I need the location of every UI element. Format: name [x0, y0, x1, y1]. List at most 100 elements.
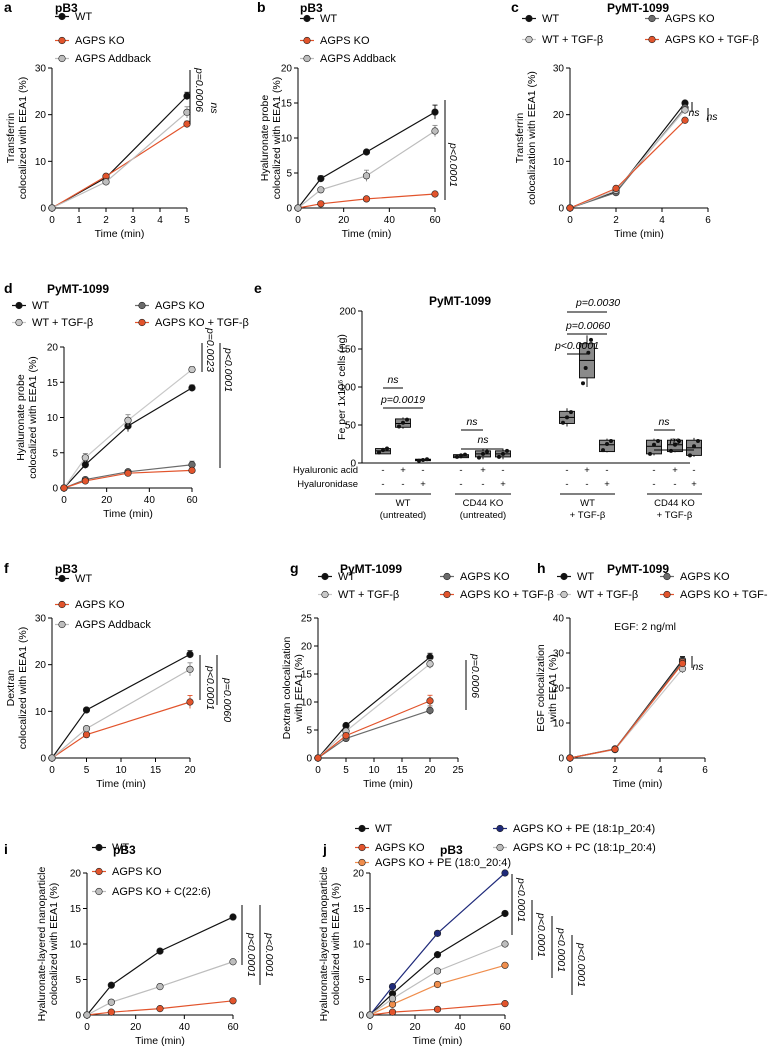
significance-annotation: p<0.0001 [535, 912, 547, 957]
panel-title: PyMT-1099 [429, 294, 491, 308]
series-line [369, 964, 506, 1016]
y-axis-label: colocalized with EEA1 (%) [17, 627, 29, 750]
data-point [362, 195, 371, 203]
legend-marker [303, 54, 311, 63]
x-tick-label: 10 [368, 765, 380, 776]
data-point [426, 706, 434, 715]
row-label: Hyaluronic acid [293, 465, 358, 476]
box-point [581, 381, 585, 386]
panel-c: c PyMT-1099 0 2 4 6 0 10 20 30 Time (min) Transferr… [511, 0, 759, 240]
significance-annotation: ns [692, 661, 704, 673]
data-point [314, 754, 322, 762]
y-tick-label: 10 [35, 707, 47, 718]
data-point [183, 92, 191, 100]
row-sign: + [604, 479, 610, 490]
x-tick-label: 0 [567, 765, 573, 776]
box-point [405, 417, 409, 422]
panel-title: pB3 [55, 562, 78, 576]
legend-marker [58, 12, 66, 21]
data-point [229, 958, 237, 966]
box-point [417, 458, 421, 463]
x-tick-label: 1 [76, 215, 82, 226]
row-sign: + [400, 465, 406, 476]
legend-entry: AGPS KO [375, 842, 425, 854]
data-point [107, 998, 115, 1006]
legend-entry: WT + TGF-β [338, 589, 399, 601]
box-point [381, 448, 385, 453]
row-sign: - [421, 465, 424, 476]
data-point [388, 982, 397, 991]
legend-marker [321, 590, 329, 599]
series-line [297, 193, 436, 209]
box-point [421, 457, 425, 462]
significance-annotation: ns [688, 107, 700, 119]
data-point [188, 365, 196, 374]
y-tick-label: 20 [553, 684, 565, 695]
x-tick-label: 4 [657, 765, 663, 776]
series-line [569, 663, 683, 759]
legend-marker [321, 572, 329, 581]
significance-annotation: p=0.0006 [193, 67, 205, 112]
series-line [369, 943, 506, 1016]
legend-entry: AGPS KO + TGF-β [460, 589, 554, 601]
box-point [485, 449, 489, 454]
y-tick-label: 0 [286, 204, 292, 215]
box-point [501, 451, 505, 456]
row-sign: - [459, 479, 462, 490]
legend-entry: AGPS KO + PE (18:1p_20:4) [513, 823, 655, 835]
panel-title: pB3 [55, 1, 78, 15]
x-tick-label: 0 [367, 1022, 373, 1033]
legend-marker [648, 35, 656, 44]
significance-annotation: p<0.0001 [245, 932, 257, 977]
legend-entry: WT [338, 571, 355, 583]
panel-j: j pB3 0 20 40 60 0 5 10 15 20 Time (min) Hyaluronate… [318, 823, 656, 1047]
panel-title: PyMT-1099 [47, 282, 109, 296]
panel-i: i pB3 0 20 40 60 0 5 10 15 20 Time (min) Hyaluronate… [4, 841, 275, 1047]
panel-e: e PyMT-1099 0 50 100 150 200 Fe per 1x10⁶ cells… [254, 280, 702, 521]
panel-label: a [4, 0, 12, 15]
row-sign: - [501, 465, 504, 476]
y-axis-label: Hyaluronate-layered nanoparticle [318, 867, 330, 1022]
legend-entry: WT + TGF-β [577, 589, 638, 601]
x-tick-label: 20 [101, 495, 113, 506]
data-point [433, 980, 442, 989]
legend-entry: WT [112, 842, 129, 854]
data-point [681, 116, 689, 124]
data-point [342, 731, 350, 740]
legend-entry: WT [375, 823, 392, 835]
data-point [362, 148, 371, 156]
series-line [297, 111, 436, 209]
y-tick-label: 150 [339, 345, 356, 356]
legend-entry: WT + TGF-β [542, 34, 603, 46]
y-tick-label: 0 [306, 754, 312, 765]
y-tick-label: 5 [52, 448, 58, 459]
series-line [63, 387, 193, 489]
y-tick-label: 10 [47, 413, 59, 424]
data-point [566, 754, 574, 762]
panel-g: g PyMT-1099 0 5 10 15 20 25 0 5 10 15 20 25 Time (min)… [281, 560, 554, 790]
box-point [583, 366, 588, 370]
legend-entry: AGPS KO [75, 35, 125, 47]
series-line [51, 111, 188, 209]
row-label: Hyaluronidase [297, 479, 358, 490]
panel-title: PyMT-1099 [340, 562, 402, 576]
legend-marker [560, 590, 568, 599]
x-tick-label: 60 [499, 1022, 511, 1033]
legend-entry: AGPS KO [320, 35, 370, 47]
legend-marker [358, 858, 366, 867]
y-tick-label: 20 [301, 642, 313, 653]
row-sign: - [673, 479, 676, 490]
legend-entry: AGPS Addback [75, 619, 151, 631]
legend-entry: WT + TGF-β [32, 317, 93, 329]
series-line [63, 464, 193, 489]
legend-marker [58, 600, 66, 609]
y-tick-label: 0 [52, 484, 58, 495]
significance-annotation: p<0.0001 [555, 927, 567, 972]
series-line [369, 872, 506, 1016]
row-sign: - [459, 465, 462, 476]
data-point [156, 1005, 164, 1013]
legend-marker [58, 54, 66, 63]
data-point [681, 106, 689, 114]
y-tick-label: 5 [286, 169, 292, 180]
x-tick-label: 20 [409, 1022, 421, 1033]
